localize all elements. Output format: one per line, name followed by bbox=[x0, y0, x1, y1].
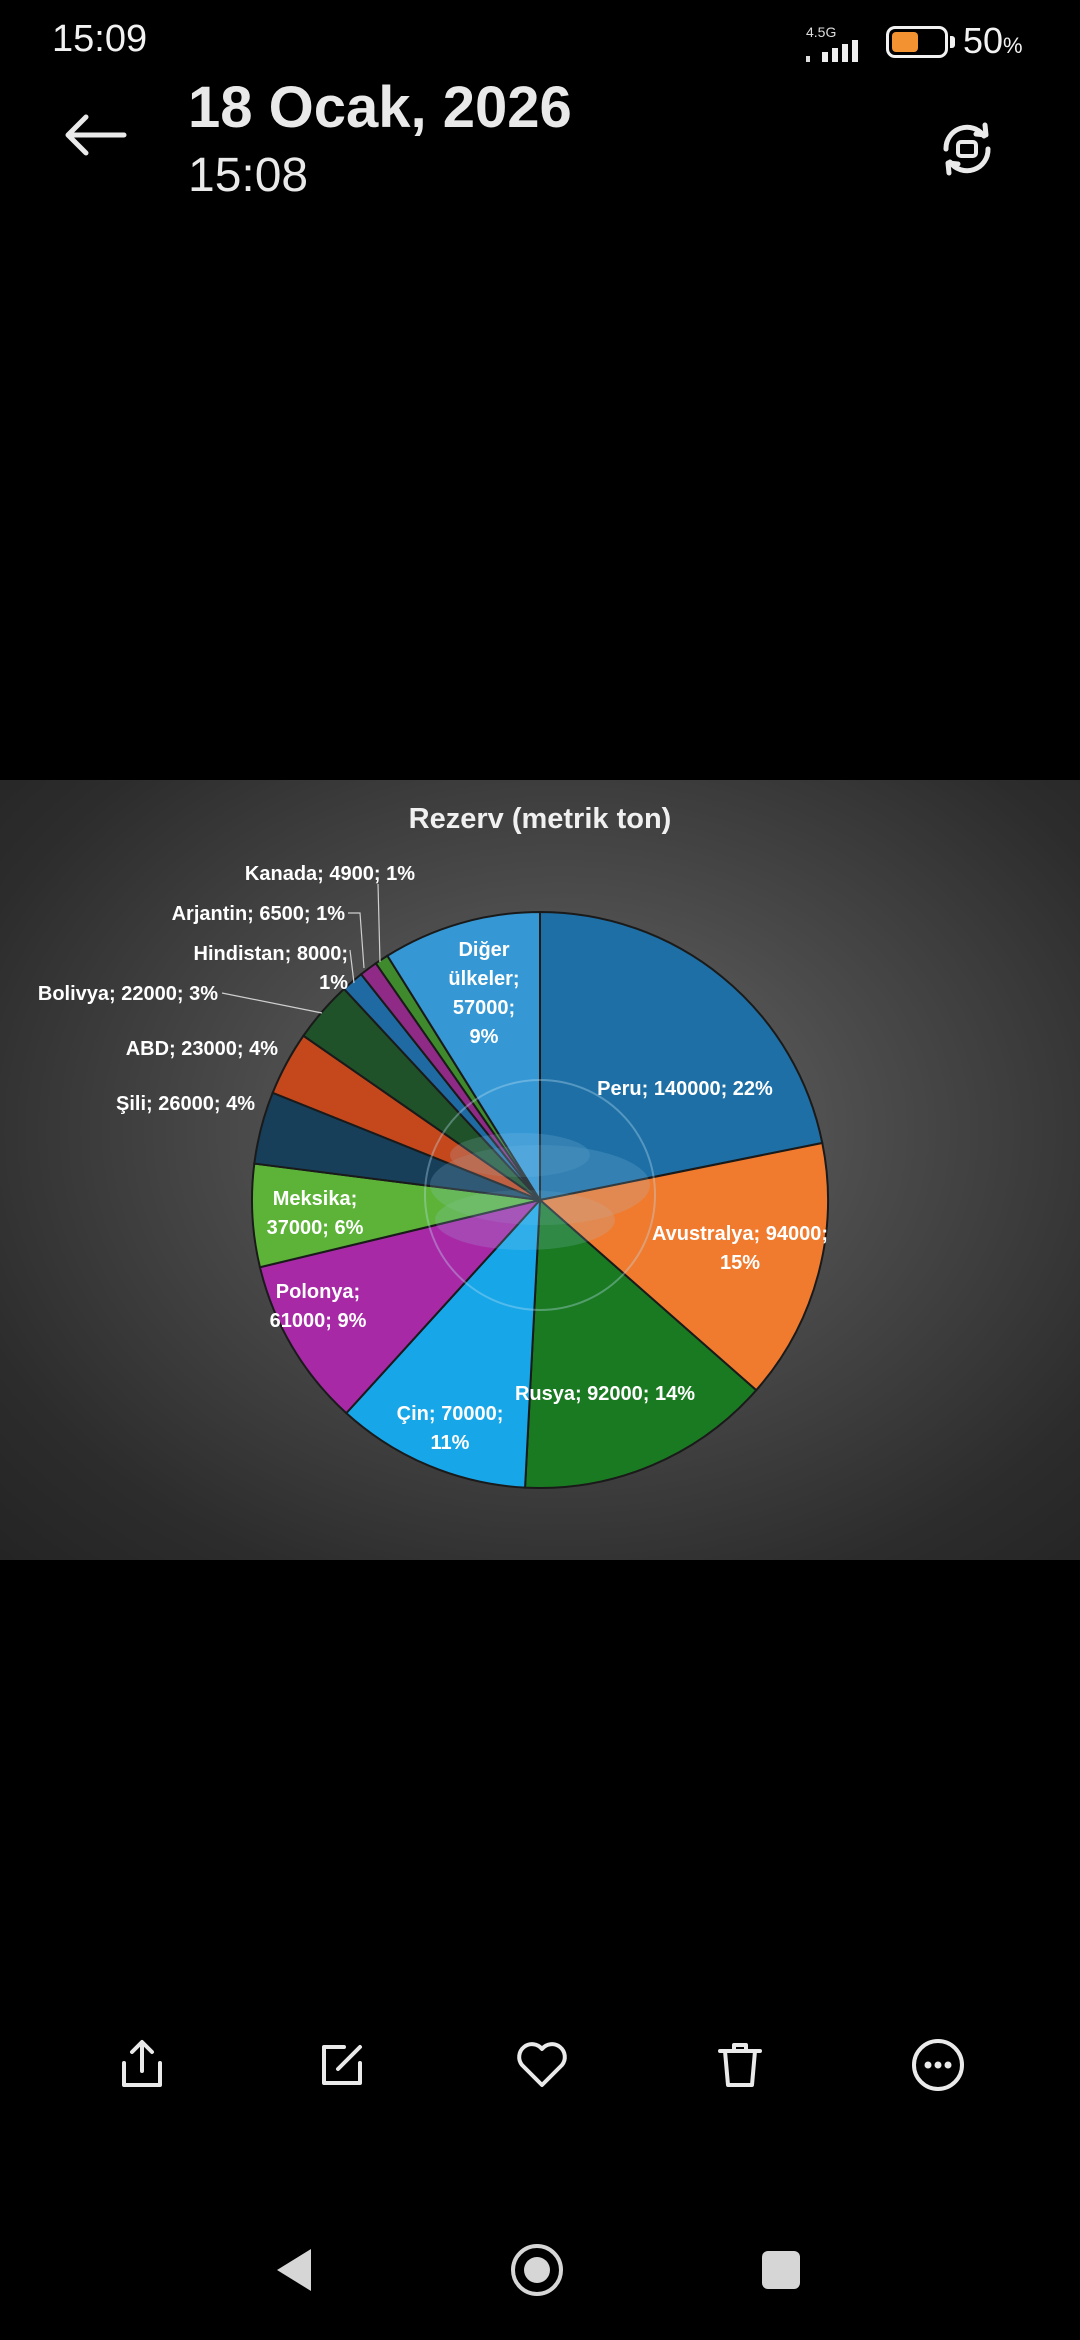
pie-slice-13 bbox=[386, 910, 541, 1204]
trash-icon bbox=[718, 2043, 762, 2087]
slice-label-6: Meksika; 37000; 6% bbox=[267, 1188, 364, 1239]
nav-back-button[interactable] bbox=[258, 2240, 328, 2300]
slice-label-4: Çin; 70000; 11% bbox=[397, 1403, 504, 1454]
edit-button[interactable] bbox=[302, 2030, 382, 2100]
battery-level-fill bbox=[892, 32, 918, 52]
slice-label-12: Kanada; 4900; 1% bbox=[245, 863, 415, 885]
battery-percent-suffix: % bbox=[1003, 33, 1023, 58]
delete-button[interactable] bbox=[700, 2030, 780, 2100]
photo-date: 18 Ocak, 2026 bbox=[188, 75, 572, 140]
pie-chart: Rezerv (metrik ton) Peru; 140000; 22% Avu… bbox=[38, 803, 829, 1489]
back-button[interactable] bbox=[60, 110, 160, 190]
chart-title: Rezerv (metrik ton) bbox=[409, 803, 672, 835]
pie-slice-5 bbox=[258, 1198, 543, 1415]
photo-time: 15:08 bbox=[188, 149, 309, 202]
globe-watermark bbox=[424, 1079, 656, 1311]
slice-label-11: Arjantin; 6500; 1% bbox=[172, 903, 346, 925]
slice-label-1: Peru; 140000; 22% bbox=[597, 1078, 773, 1100]
rotate-icon bbox=[943, 122, 991, 176]
share-button[interactable] bbox=[102, 2030, 182, 2100]
slice-label-13: Diğer ülkeler; 57000; 9% bbox=[448, 939, 519, 1048]
battery-percent-value: 50 bbox=[963, 20, 1004, 61]
battery-percent: 50% bbox=[963, 20, 1023, 62]
home-circle-icon bbox=[511, 2244, 563, 2296]
share-icon bbox=[122, 2040, 162, 2087]
leader-line-11 bbox=[348, 912, 365, 969]
battery-icon bbox=[886, 26, 948, 58]
favorite-button[interactable] bbox=[502, 2030, 582, 2100]
pie-slice-2 bbox=[537, 1141, 829, 1392]
edit-icon bbox=[322, 2045, 362, 2085]
recents-square-icon bbox=[762, 2251, 800, 2289]
slice-label-10: Hindistan; 8000; 1% bbox=[194, 943, 349, 994]
network-type-label: 4.5G bbox=[806, 24, 837, 40]
signal-icon bbox=[806, 40, 858, 62]
nav-home-button[interactable] bbox=[502, 2240, 572, 2300]
status-time: 15:09 bbox=[52, 18, 148, 60]
more-button[interactable] bbox=[898, 2030, 978, 2100]
nav-recents-button[interactable] bbox=[746, 2240, 816, 2300]
pie-slice-3 bbox=[524, 1197, 758, 1489]
rotate-button[interactable] bbox=[936, 118, 1016, 188]
slice-label-2: Avustralya; 94000; 15% bbox=[652, 1223, 828, 1274]
pie-slice-4 bbox=[344, 1197, 542, 1489]
back-triangle-icon bbox=[277, 2249, 311, 2291]
arrow-left-icon bbox=[65, 114, 127, 156]
slice-label-5: Polonya; 61000; 9% bbox=[270, 1281, 367, 1332]
photo-image[interactable]: Rezerv (metrik ton) Peru; 140000; 22% Avu… bbox=[0, 780, 1080, 1560]
more-icon bbox=[912, 2039, 964, 2091]
leader-line-10 bbox=[349, 949, 355, 984]
battery-cap bbox=[950, 36, 955, 48]
heart-icon bbox=[517, 2042, 567, 2087]
slice-label-9: Bolivya; 22000; 3% bbox=[38, 983, 218, 1005]
leader-line-9 bbox=[221, 992, 323, 1014]
leader-line-12 bbox=[377, 883, 381, 963]
slice-label-7: Şili; 26000; 4% bbox=[116, 1093, 255, 1115]
pie-slice-1 bbox=[539, 910, 824, 1202]
slice-label-3: Rusya; 92000; 14% bbox=[515, 1383, 695, 1405]
slice-label-8: ABD; 23000; 4% bbox=[126, 1038, 279, 1060]
